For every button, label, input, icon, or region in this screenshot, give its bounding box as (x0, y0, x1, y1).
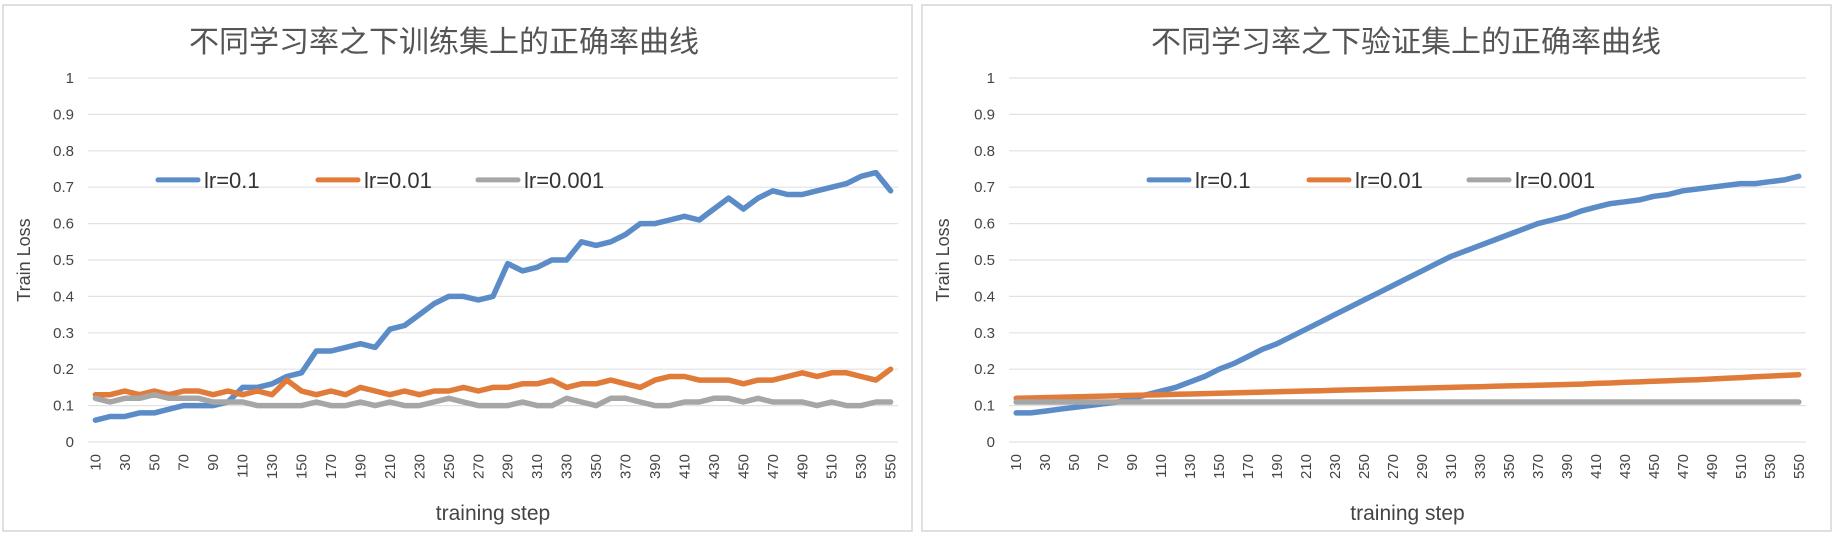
x-tick-label: 50 (1066, 454, 1083, 471)
x-tick-label: 450 (735, 454, 752, 479)
x-tick-label: 10 (87, 454, 104, 471)
x-tick-label: 430 (706, 454, 723, 479)
x-tick-label: 170 (323, 454, 340, 479)
y-tick-label: 0.9 (53, 106, 74, 123)
x-tick-label: 130 (264, 454, 281, 479)
y-tick-label: 0.8 (53, 143, 74, 160)
x-tick-label: 250 (1356, 454, 1373, 479)
y-tick-label: 0.6 (53, 216, 74, 233)
x-tick-label: 150 (294, 454, 311, 479)
x-tick-label: 250 (441, 454, 458, 479)
x-tick-label: 290 (500, 454, 517, 479)
x-axis-label: training step (1350, 502, 1464, 525)
x-tick-label: 510 (824, 454, 841, 479)
y-tick-label: 0.1 (53, 398, 74, 415)
x-tick-label: 130 (1182, 454, 1199, 479)
y-tick-label: 0.4 (974, 288, 995, 305)
x-tick-label: 490 (1704, 454, 1721, 479)
x-tick-label: 410 (1588, 454, 1605, 479)
chart-panel-validation: 不同学习率之下验证集上的正确率曲线 0 0.1 0.2 0.3 0.4 0.5 0.6 0.7 0… (919, 0, 1834, 536)
x-tick-label: 90 (205, 454, 222, 471)
x-tick-label: 70 (1095, 454, 1112, 471)
chart-title: 不同学习率之下验证集上的正确率曲线 (1151, 25, 1661, 60)
y-tick-label: 0.1 (974, 398, 995, 415)
x-tick-label: 390 (1559, 454, 1576, 479)
x-tick-label: 350 (588, 454, 605, 479)
x-tick-label: 370 (618, 454, 635, 479)
x-tick-label: 310 (1443, 454, 1460, 479)
x-tick-label: 190 (1269, 454, 1286, 479)
x-tick-label: 470 (765, 454, 782, 479)
x-tick-label: 550 (883, 454, 900, 479)
x-tick-label: 350 (1501, 454, 1518, 479)
x-tick-label: 550 (1791, 454, 1808, 479)
legend-label: lr=0.01 (1355, 168, 1423, 193)
x-tick-label: 330 (1472, 454, 1489, 479)
x-tick-label: 50 (146, 454, 163, 471)
x-tick-label: 270 (470, 454, 487, 479)
x-tick-label: 530 (1762, 454, 1779, 479)
y-tick-label: 0.7 (53, 179, 74, 196)
legend-label: lr=0.1 (204, 168, 260, 193)
x-tick-label: 210 (382, 454, 399, 479)
x-tick-label: 410 (676, 454, 693, 479)
x-axis-label: training step (436, 502, 550, 525)
chart-frame (2, 4, 913, 532)
x-tick-label: 90 (1124, 454, 1141, 471)
legend-label: lr=0.001 (524, 168, 604, 193)
x-tick-label: 30 (1037, 454, 1054, 471)
legend-label: lr=0.001 (1515, 168, 1595, 193)
x-tick-label: 290 (1414, 454, 1431, 479)
x-tick-label: 390 (647, 454, 664, 479)
x-tick-label: 110 (1153, 454, 1170, 478)
x-tick-label: 530 (853, 454, 870, 479)
x-tick-label: 310 (529, 454, 546, 479)
y-tick-label: 0.3 (53, 325, 74, 342)
x-tick-label: 170 (1240, 454, 1257, 479)
validation-accuracy-chart: 不同学习率之下验证集上的正确率曲线 0 0.1 0.2 0.3 0.4 0.5 0.6 0.7 0… (921, 4, 1832, 532)
y-tick-label: 0.6 (974, 216, 995, 233)
y-tick-label: 0.5 (974, 252, 995, 269)
x-tick-label: 30 (117, 454, 134, 471)
x-tick-label: 270 (1385, 454, 1402, 479)
chart-panel-train: 不同学习率之下训练集上的正确率曲线 0 0.1 0.2 0.3 0.4 0.5 0.6 0.7 0… (0, 0, 915, 536)
y-tick-label: 0.4 (53, 288, 74, 305)
x-tick-label: 150 (1211, 454, 1228, 479)
x-tick-label: 510 (1733, 454, 1750, 479)
x-tick-label: 230 (1327, 454, 1344, 479)
x-tick-label: 430 (1617, 454, 1634, 479)
y-axis-label: Train Loss (14, 218, 34, 301)
legend-label: lr=0.01 (364, 168, 432, 193)
x-tick-label: 450 (1646, 454, 1663, 479)
series-line-2 (92, 366, 894, 398)
x-tick-label: 10 (1008, 454, 1025, 471)
y-tick-label: 0.7 (974, 179, 995, 196)
y-tick-label: 1 (987, 70, 995, 87)
y-tick-label: 0.8 (974, 143, 995, 160)
x-tick-label: 230 (411, 454, 428, 479)
y-tick-label: 0 (987, 434, 995, 451)
y-tick-label: 0.3 (974, 325, 995, 342)
x-tick-label: 210 (1298, 454, 1315, 479)
y-tick-label: 0.2 (974, 361, 995, 378)
x-tick-label: 70 (176, 454, 193, 471)
x-tick-label: 110 (235, 454, 252, 478)
x-tick-label: 490 (794, 454, 811, 479)
legend-label: lr=0.1 (1195, 168, 1251, 193)
train-accuracy-chart: 不同学习率之下训练集上的正确率曲线 0 0.1 0.2 0.3 0.4 0.5 0.6 0.7 0… (2, 4, 913, 532)
series-line-2 (1013, 371, 1802, 402)
y-tick-label: 0.9 (974, 106, 995, 123)
x-tick-label: 470 (1675, 454, 1692, 479)
y-tick-label: 0 (66, 434, 74, 451)
y-tick-label: 1 (66, 70, 74, 87)
series-line-3 (92, 391, 894, 409)
y-axis-label: Train Loss (933, 218, 953, 301)
y-tick-label: 0.2 (53, 361, 74, 378)
x-tick-label: 190 (352, 454, 369, 479)
y-tick-label: 0.5 (53, 252, 74, 269)
x-tick-label: 370 (1530, 454, 1547, 479)
x-tick-label: 330 (559, 454, 576, 479)
chart-title: 不同学习率之下训练集上的正确率曲线 (189, 25, 699, 60)
chart-frame (921, 4, 1832, 532)
